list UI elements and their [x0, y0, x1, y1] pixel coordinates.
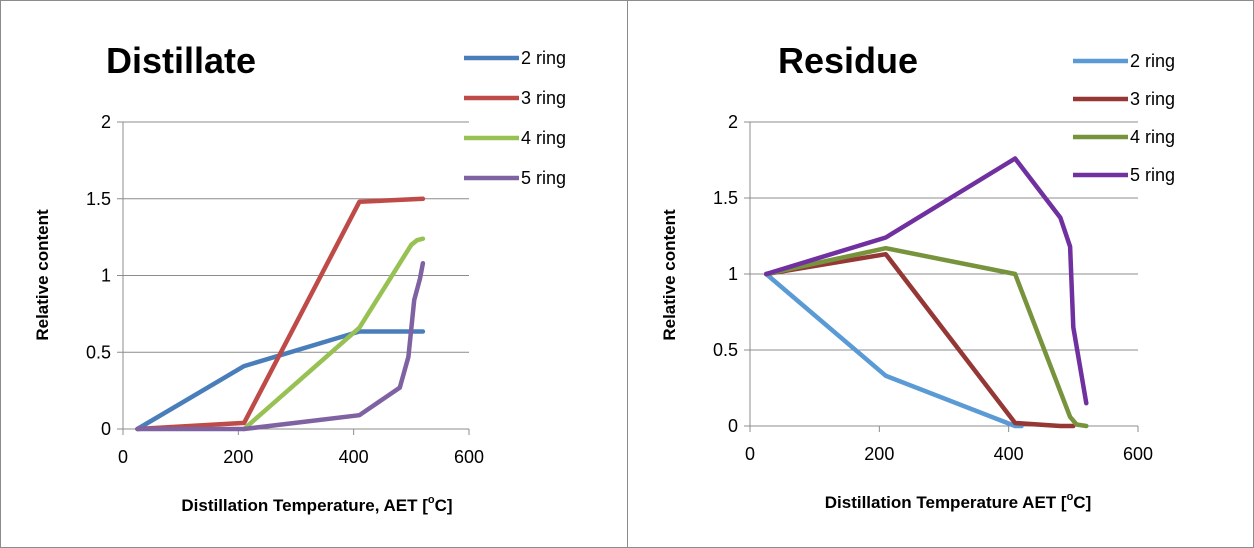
x-tick-label: 600 [1123, 444, 1153, 464]
legend-label: 4 ring [521, 128, 566, 148]
legend-label: 5 ring [521, 168, 566, 188]
x-tick-label: 600 [454, 447, 484, 467]
residue-chart: Residue 0 0.5 1 1.5 2 0 200 400 600 2 ring 3 ring 4 … [660, 40, 1175, 512]
y-tick-label: 0.5 [86, 342, 111, 362]
x-tick-label: 400 [339, 447, 369, 467]
series-line-3-ring [135, 196, 426, 432]
residue-chart-panel: Residue 0 0.5 1 1.5 2 0 200 400 600 2 ring 3 ring 4 … [627, 0, 1254, 548]
y-tick-label: 1.5 [86, 189, 111, 209]
y-tick-label: 1 [101, 266, 111, 286]
series-line-5-ring [135, 260, 426, 432]
legend-label: 4 ring [1130, 127, 1175, 147]
x-axis-title-superscript: o [1067, 491, 1074, 503]
x-tick-label: 200 [223, 447, 253, 467]
chart-title: Residue [778, 40, 918, 81]
legend-label: 2 ring [1130, 51, 1175, 71]
series-line-4-ring [241, 236, 426, 432]
series-line-5-ring [763, 156, 1089, 406]
x-axis-title-unit: C] [1073, 493, 1091, 512]
x-tick-label: 0 [118, 447, 128, 467]
x-tick-label: 400 [994, 444, 1024, 464]
series-line-2-ring [763, 271, 1024, 429]
series-line-2-ring [135, 329, 426, 432]
series-line-3-ring [763, 251, 1076, 429]
x-axis-title-text: Distillation Temperature AET [ [825, 493, 1067, 512]
legend-label: 5 ring [1130, 165, 1175, 185]
y-axis-title: Relative content [660, 209, 679, 341]
y-tick-label: 1.5 [713, 188, 738, 208]
x-axis-title-superscript: o [428, 494, 435, 506]
x-axis-title: Distillation Temperature AET [oC] [825, 491, 1092, 512]
y-axis-title: Relative content [33, 209, 52, 341]
distillate-chart: Distillate 0 0.5 1 1.5 2 0 200 400 600 2 ring 3 rin… [33, 40, 566, 515]
y-tick-label: 0 [728, 416, 738, 436]
y-tick-label: 1 [728, 264, 738, 284]
x-axis-title-unit: C] [435, 496, 453, 515]
y-tick-label: 2 [728, 112, 738, 132]
x-tick-label: 0 [745, 444, 755, 464]
x-axis-title-text: Distillation Temperature, AET [ [181, 496, 428, 515]
y-tick-label: 2 [101, 112, 111, 132]
x-axis-title: Distillation Temperature, AET [oC] [181, 494, 452, 515]
legend-label: 3 ring [521, 88, 566, 108]
y-tick-label: 0 [101, 419, 111, 439]
chart-title: Distillate [106, 40, 256, 81]
x-tick-label: 200 [864, 444, 894, 464]
legend-label: 2 ring [521, 48, 566, 68]
y-tick-label: 0.5 [713, 340, 738, 360]
series-line-4-ring [763, 245, 1089, 429]
legend-label: 3 ring [1130, 89, 1175, 109]
distillate-chart-panel: Distillate 0 0.5 1 1.5 2 0 200 400 600 2 ring 3 rin… [0, 0, 628, 548]
